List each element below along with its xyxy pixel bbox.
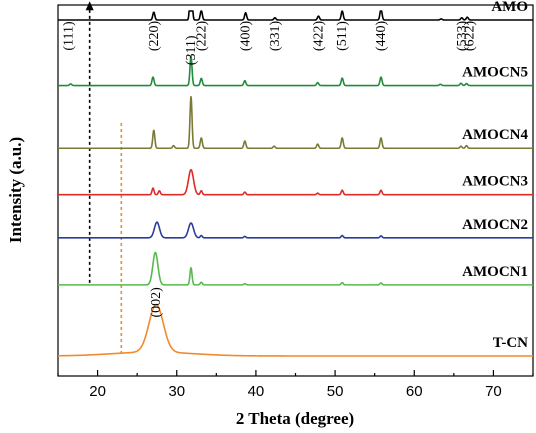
peak-annotations: (111) (220) (222) (400) (331) (422) (511) (440)… — [61, 21, 477, 318]
peak-label-220: (220) — [147, 21, 162, 52]
peak-label-400: (400) — [239, 21, 254, 52]
series-label-t-cn: T-CN — [493, 335, 528, 351]
series-line-t-cn — [57, 303, 534, 357]
x-axis: 20 30 40 50 60 70 — [57, 370, 534, 400]
x-tick-label: 40 — [248, 383, 265, 400]
x-tick-label: 20 — [89, 383, 106, 400]
series-label-amocn4: AMOCN4 — [462, 127, 528, 143]
peak-label-311: (311) — [184, 35, 199, 65]
series-line-amocn2 — [57, 221, 534, 239]
peak-label-222: (222) — [194, 21, 209, 52]
peak-label-533: (533) — [455, 21, 470, 52]
series-line-amocn5 — [57, 55, 534, 87]
series-line-amo — [57, 10, 534, 21]
peak-label-422: (422) — [312, 21, 327, 52]
peak-label-002: (002) — [149, 287, 164, 318]
series-label-amocn1: AMOCN1 — [462, 264, 528, 280]
y-axis-label: Intensity (a.u.) — [6, 137, 25, 243]
series-label-amo: AMO — [491, 0, 528, 15]
series-line-amocn3 — [57, 168, 534, 196]
x-axis-label: 2 Theta (degree) — [236, 409, 354, 428]
reference-arrowhead — [85, 1, 94, 11]
series-line-amocn1 — [57, 251, 534, 286]
plot-frame — [57, 4, 534, 377]
peak-label-331: (331) — [268, 21, 283, 52]
x-tick-label: 30 — [168, 383, 185, 400]
series-label-amocn2: AMOCN2 — [462, 217, 528, 233]
x-tick-label: 70 — [485, 383, 502, 400]
series-traces — [57, 10, 534, 357]
x-tick-label: 50 — [327, 383, 344, 400]
x-tick-label: 60 — [406, 383, 423, 400]
reference-lines — [85, 1, 123, 354]
series-label-amocn5: AMOCN5 — [462, 65, 528, 81]
series-line-amocn4 — [57, 95, 534, 150]
series-label-amocn3: AMOCN3 — [462, 174, 528, 190]
series-labels: AMO AMOCN5 AMOCN4 AMOCN3 AMOCN2 AMOCN1 T-CN — [462, 0, 528, 351]
peak-label-511: (511) — [335, 21, 350, 51]
peak-label-622: (622) — [463, 21, 478, 52]
peak-label-111: (111) — [61, 21, 76, 51]
peak-label-440: (440) — [374, 21, 389, 52]
